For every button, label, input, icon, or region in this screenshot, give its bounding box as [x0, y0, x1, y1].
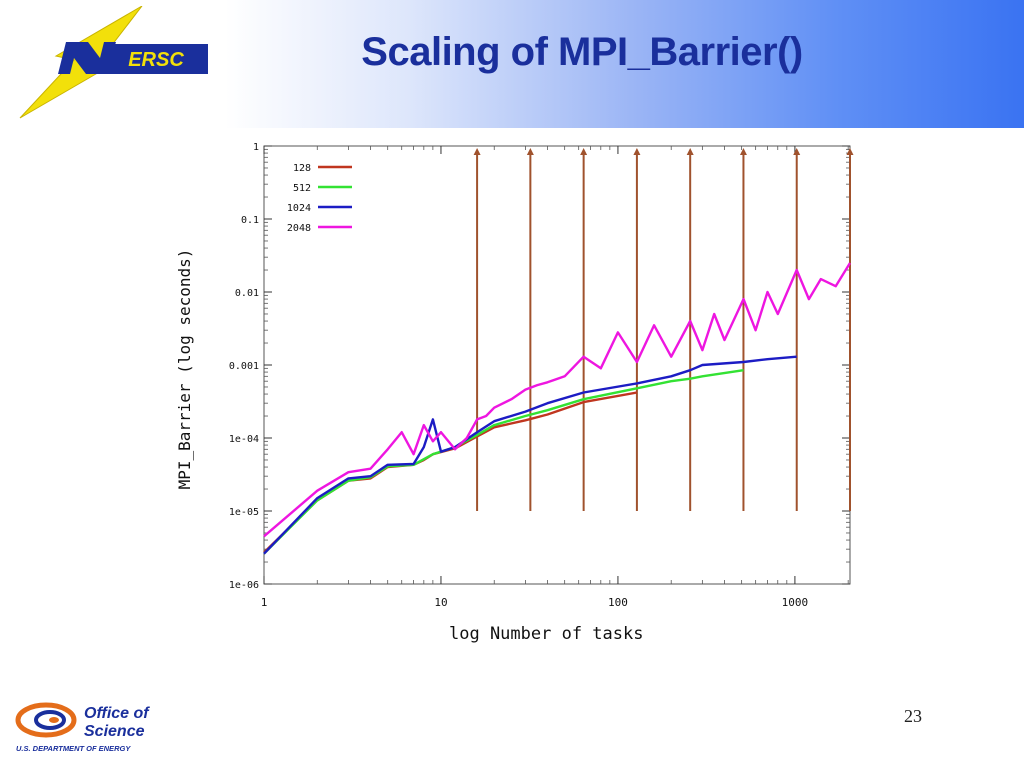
y-tick-label: 0.1: [241, 215, 259, 226]
legend: 128 512 1024 2048: [287, 163, 352, 234]
legend-label: 128: [293, 163, 311, 174]
page-number: 23: [904, 706, 922, 726]
task-marker-arrowhead: [739, 148, 747, 155]
task-marker-arrowhead: [846, 148, 854, 155]
series-line-2048: [263, 262, 852, 538]
task-marker-arrowhead: [526, 148, 534, 155]
plot-frame: [263, 145, 851, 585]
y-tick-label: 1: [253, 142, 259, 153]
legend-label: 512: [293, 183, 311, 194]
doe-logo-line2: Science: [84, 723, 145, 740]
task-marker-arrowhead: [686, 148, 694, 155]
y-axis-label: MPI_Barrier (log seconds): [175, 249, 194, 490]
legend-label: 1024: [287, 203, 311, 214]
task-marker-arrowhead: [473, 148, 481, 155]
slide-title: Scaling of MPI_Barrier(): [361, 30, 803, 74]
x-tick-label: 100: [608, 596, 628, 609]
x-tick-label: 1: [261, 596, 268, 609]
office-of-science-logo: Office of Science U.S. DEPARTMENT OF ENE…: [15, 702, 150, 753]
doe-logo-line1: Office of: [84, 705, 150, 722]
nersc-logo-text: ERSC: [128, 49, 184, 71]
series-line-1024: [263, 355, 797, 555]
doe-logo-line3: U.S. DEPARTMENT OF ENERGY: [16, 744, 131, 753]
task-marker-arrowhead: [633, 148, 641, 155]
y-tick-label: 1e-06: [229, 580, 259, 591]
x-axis-label: log Number of tasks: [449, 624, 644, 644]
series-layer: [263, 262, 852, 555]
tick-layer: 1e-06 1e-05 1e-04 0.001 0.01 0.1 1 1 10 100 1000: [229, 142, 850, 609]
nersc-n-glyph: [58, 42, 116, 74]
series-line-512: [263, 369, 744, 555]
nersc-logo-bar: [104, 44, 208, 74]
x-tick-label: 10: [434, 596, 447, 609]
task-marker-layer: [473, 148, 854, 511]
task-marker-arrowhead: [793, 148, 801, 155]
y-tick-label: 0.001: [229, 361, 259, 372]
doe-swirl-icon: [15, 702, 77, 738]
nersc-logo: ERSC: [19, 6, 208, 119]
y-axis-label-text: MPI_Barrier (log seconds): [175, 249, 194, 490]
y-tick-label: 1e-04: [229, 434, 259, 445]
task-marker-arrowhead: [580, 148, 588, 155]
y-tick-label: 1e-05: [229, 507, 259, 518]
chart: 1e-06 1e-05 1e-04 0.001 0.01 0.1 1 1 10 100 1000 1…: [229, 142, 854, 609]
y-tick-label: 0.01: [235, 288, 259, 299]
x-tick-label: 1000: [782, 596, 809, 609]
legend-label: 2048: [287, 223, 311, 234]
